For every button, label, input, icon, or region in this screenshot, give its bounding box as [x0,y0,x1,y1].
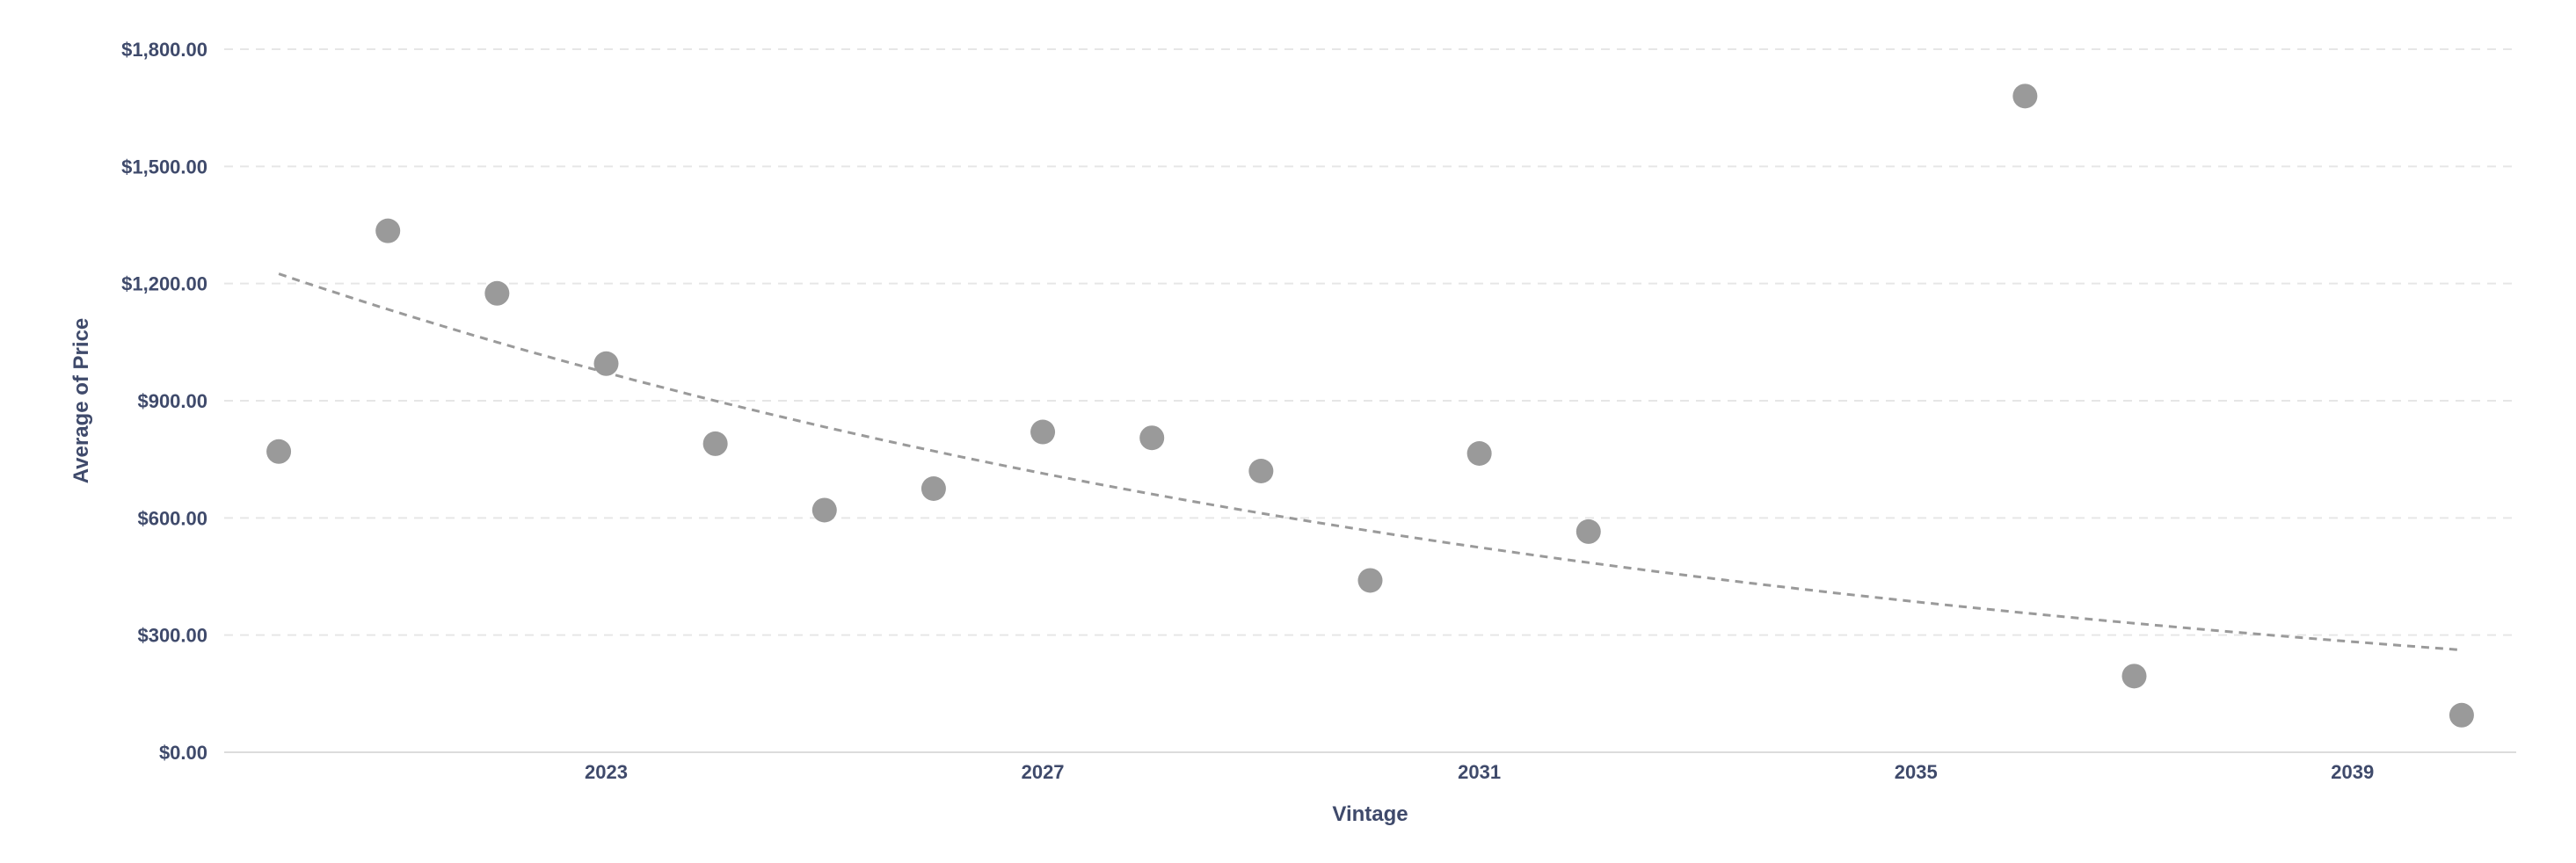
data-point[interactable] [811,497,837,523]
trendline [278,272,2463,652]
data-point[interactable] [1466,441,1492,466]
y-tick-label: $1,200.00 [121,273,207,295]
trendline-layer [278,272,2463,652]
y-tick-label: $1,500.00 [121,156,207,178]
y-tick-label: $300.00 [137,625,207,647]
data-point[interactable] [484,280,510,306]
x-axis-title: Vintage [1332,802,1408,826]
points-layer [266,83,2474,728]
data-point[interactable] [1357,568,1383,593]
x-tick-label: 2031 [1458,761,1501,783]
y-tick-label: $900.00 [137,390,207,412]
data-point[interactable] [2449,702,2474,728]
data-point[interactable] [1248,459,1274,483]
labels-layer: $0.00 $300.00 $600.00 $900.00 $1,200.00 $1,50… [121,39,2374,783]
y-axis-title: Average of Price [69,318,93,484]
x-tick-label: 2039 [2331,761,2374,783]
y-tick-label: $600.00 [137,507,207,529]
data-point[interactable] [593,351,619,376]
data-point[interactable] [266,439,292,464]
y-tick-label: $1,800.00 [121,39,207,61]
data-point[interactable] [2012,83,2038,109]
data-point[interactable] [375,218,401,243]
y-tick-label: $0.00 [159,742,207,764]
x-tick-label: 2027 [1022,761,1065,783]
data-point[interactable] [702,431,728,456]
data-point[interactable] [1030,419,1056,445]
data-point[interactable] [921,476,946,501]
data-point[interactable] [1575,519,1601,544]
grid-layer [224,48,2516,636]
data-point[interactable] [1139,425,1165,451]
data-point[interactable] [2121,664,2147,689]
x-tick-label: 2035 [1895,761,1938,783]
x-tick-label: 2023 [585,761,628,783]
